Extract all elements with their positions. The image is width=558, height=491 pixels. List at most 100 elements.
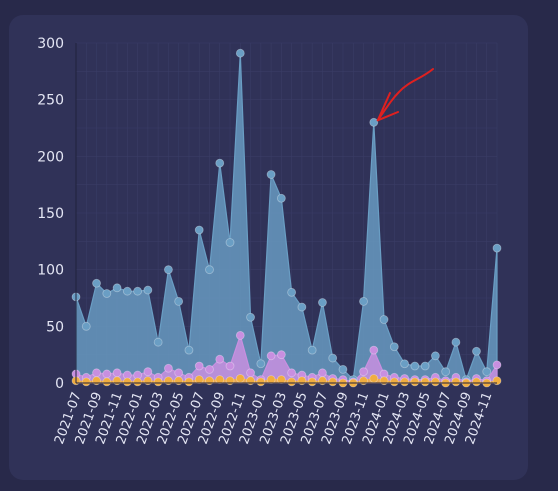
series-3-point: [389, 377, 399, 387]
series-1-point: [215, 158, 225, 168]
series-2-point: [287, 368, 297, 378]
series-3-point: [225, 376, 235, 386]
arrow-shaft: [376, 68, 434, 122]
series-1-point: [81, 321, 91, 331]
series-1-point: [102, 289, 112, 298]
series-1-point: [256, 359, 266, 369]
series-3-point: [472, 377, 481, 387]
y-tick-label: 0: [55, 376, 64, 392]
series-2-point: [92, 368, 101, 378]
series-3-point: [359, 376, 368, 386]
series-3-point: [235, 374, 245, 383]
y-tick-label: 300: [37, 36, 64, 52]
series-1-point: [482, 367, 492, 377]
series-3-point: [205, 376, 214, 386]
series-1-point: [441, 367, 451, 377]
series-1-point: [328, 353, 338, 363]
y-tick-label: 50: [46, 319, 64, 335]
series-2-point: [369, 345, 379, 355]
series-1-point: [379, 315, 389, 324]
arrow-head: [376, 92, 399, 122]
series-3-point: [92, 376, 101, 386]
series-3-point: [122, 377, 132, 387]
series-3-point: [194, 375, 204, 385]
y-tick-label: 250: [37, 93, 64, 109]
series-1-point: [246, 312, 255, 322]
series-3-point: [451, 377, 461, 387]
x-axis: 2021-072021-092021-112022-012022-032022-…: [52, 382, 497, 446]
series-1-point: [133, 286, 143, 296]
series-points: [71, 48, 502, 388]
series-3-point: [174, 376, 184, 386]
series-3-point: [81, 377, 91, 387]
series-1-point: [297, 302, 307, 312]
series-2-point: [174, 368, 184, 378]
series-3-point: [256, 377, 266, 387]
series-1-point: [287, 287, 297, 297]
series-3-point: [153, 377, 163, 387]
series-2-point: [194, 361, 204, 371]
series-1-point: [153, 337, 163, 347]
series-1-point: [451, 337, 461, 347]
series-1-point: [420, 361, 430, 371]
series-3-point: [369, 374, 379, 383]
series-2-point: [215, 354, 225, 364]
series-1-point: [235, 48, 245, 58]
series-2-point: [266, 351, 276, 361]
y-tick-label: 100: [37, 263, 64, 279]
y-axis: 0 50 100 150 200 250 300: [37, 36, 77, 392]
series-3-point: [410, 377, 420, 387]
series-3-point: [492, 376, 502, 386]
series-2-point: [492, 360, 502, 370]
series-3-point: [287, 377, 297, 387]
series-3-point: [328, 377, 338, 387]
series-3-point: [430, 377, 440, 387]
series-3-point: [133, 377, 143, 387]
series-3-point: [246, 376, 255, 386]
series-1-point: [174, 296, 184, 306]
series-1-point: [266, 170, 276, 179]
series-1-point: [143, 285, 153, 295]
series-3-point: [318, 376, 327, 386]
series-1-point: [164, 265, 173, 275]
series-1-point: [112, 283, 122, 293]
series-3-point: [379, 376, 389, 386]
series-1-point: [194, 225, 204, 235]
series-3-point: [266, 375, 276, 385]
series-1-point: [492, 243, 502, 253]
series-1-point: [338, 364, 348, 374]
series-2-point: [102, 369, 112, 379]
series-2-point: [205, 364, 214, 374]
series-2-point: [112, 368, 122, 378]
series-areas: [75, 53, 498, 384]
series-1-point: [225, 238, 235, 247]
series-1-point: [430, 351, 440, 361]
series-3-point: [112, 376, 122, 386]
series-3-point: [276, 375, 286, 385]
series-3-point: [307, 377, 317, 387]
series-3-point: [164, 376, 173, 386]
series-2-point: [318, 368, 327, 378]
series-2-point: [276, 350, 286, 360]
series-1-area: [75, 53, 498, 384]
series-1-point: [410, 361, 420, 371]
series-2-point: [164, 363, 173, 373]
series-1-point: [205, 265, 214, 275]
series-3-point: [297, 376, 307, 386]
series-3-point: [420, 377, 430, 387]
series-1-point: [369, 117, 379, 127]
series-3-point: [102, 377, 112, 387]
y-tick-label: 150: [37, 206, 64, 222]
series-1-point: [318, 298, 327, 307]
series-2-point: [359, 367, 368, 377]
annotation-arrow: [376, 68, 434, 122]
series-2-point: [143, 367, 153, 377]
series-1-point: [92, 278, 101, 288]
series-1-point: [359, 296, 368, 306]
series-1-point: [122, 286, 132, 296]
series-2-point: [225, 361, 235, 371]
series-1-point: [307, 345, 317, 355]
series-1-point: [472, 346, 481, 356]
series-3-point: [143, 376, 153, 386]
